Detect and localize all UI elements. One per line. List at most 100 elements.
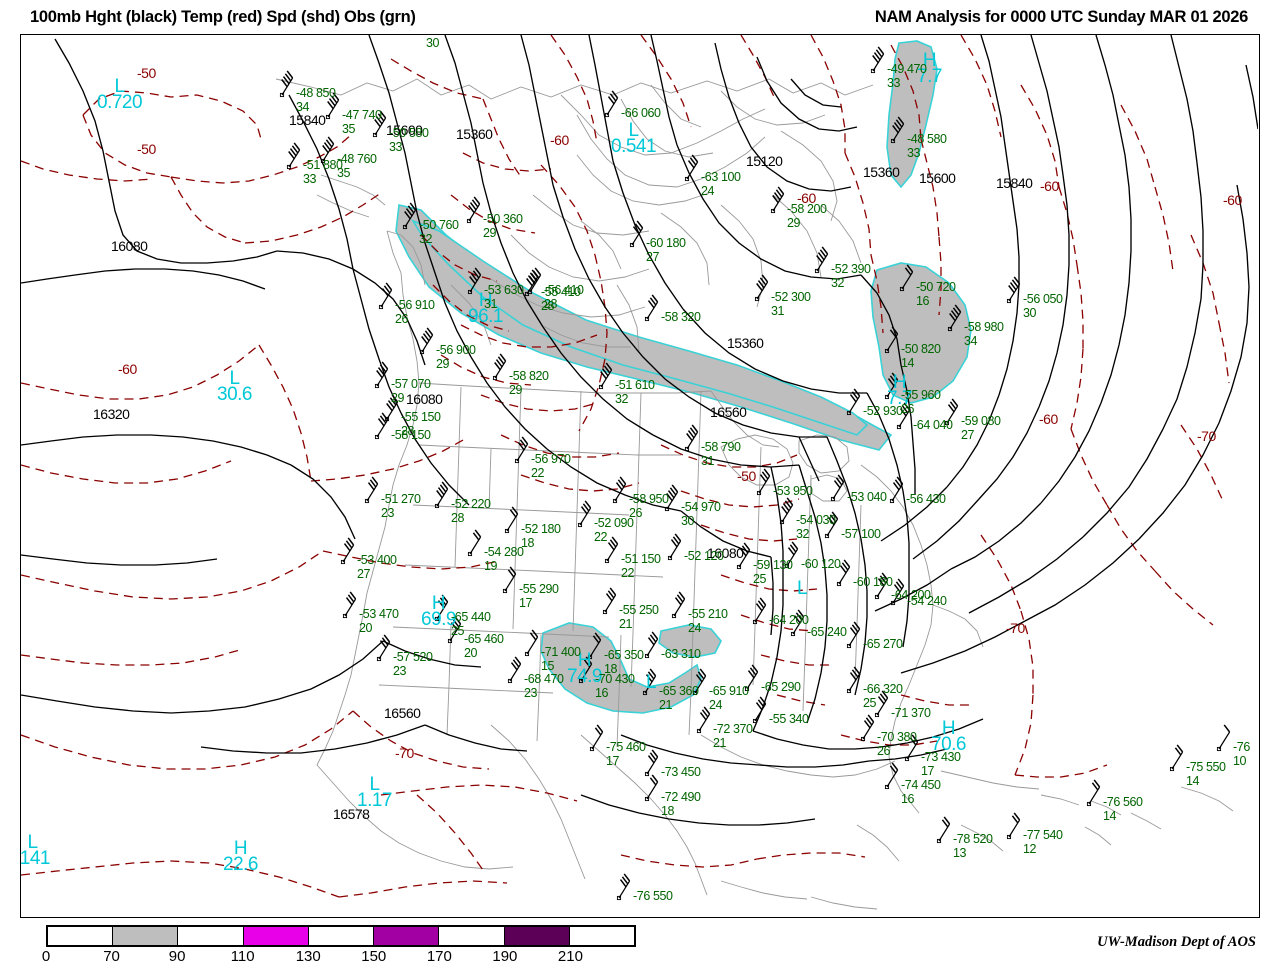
wind-barb: [770, 186, 785, 214]
map-panel[interactable]: 16080 16320 16080 16560 15840 15600 15360 15120…: [20, 34, 1260, 918]
wind-barb: [860, 714, 875, 742]
station-plot: -73 450: [661, 766, 701, 779]
temperature-contour-label: -70: [1197, 428, 1216, 444]
station-speed: 33: [907, 145, 921, 160]
station-plot: -64 200: [891, 589, 931, 602]
temperature-contour-label: -60: [797, 190, 816, 206]
pressure-center-low: L 0.541: [611, 121, 657, 156]
colorbar[interactable]: 0 70 90 110 130 150 170 190 210: [42, 925, 636, 965]
center-symbol: L: [27, 832, 38, 853]
wind-barb: [616, 873, 631, 901]
station-plot: -58 950 26: [629, 493, 669, 519]
wind-barb: [752, 597, 767, 625]
station-temp-height: -59 080: [961, 414, 1001, 428]
station-plot: -65 460 20: [464, 633, 504, 659]
center-symbol: L: [369, 774, 380, 795]
wind-barb: [504, 506, 519, 534]
center-symbol: L: [797, 578, 808, 599]
colorbar-segment: [113, 927, 179, 945]
station-temp-height: -52 390: [831, 262, 871, 276]
station-temp-height: -65 240: [807, 625, 847, 639]
wind-barb: [779, 497, 794, 525]
station-temp-height: -60 120: [801, 557, 841, 571]
station-speed: 32: [615, 391, 629, 406]
station-temp-height: -64 040: [913, 418, 953, 432]
station-speed: 23: [393, 663, 407, 678]
wind-barb: [342, 591, 357, 619]
station-temp-height: -53 400: [357, 553, 397, 567]
station-speed: 20: [464, 645, 478, 660]
colorbar-tick: 70: [103, 948, 120, 965]
station-temp-height: -65 290: [761, 680, 801, 694]
wind-barb: [664, 484, 679, 512]
temperature-contour-label: -60: [118, 361, 137, 377]
station-speed: 35: [337, 165, 351, 180]
center-symbol: H: [577, 650, 592, 671]
height-contour-label: 16080: [111, 238, 148, 254]
center-symbol: H: [892, 372, 907, 393]
station-plot: -54 240: [907, 595, 947, 608]
station-temp-height: -56 900: [436, 343, 476, 357]
station-temp-height: -53 040: [847, 490, 887, 504]
station-speed: 28: [451, 510, 465, 525]
wind-barb: [904, 734, 919, 762]
station-plot: -55 410 28: [541, 286, 581, 312]
station-temp-height: -52 220: [451, 497, 491, 511]
temperature-contour-layer: [21, 35, 1230, 898]
wind-barb: [752, 696, 767, 724]
center-symbol: H: [233, 838, 248, 859]
temperature-contour-label: -70: [1006, 620, 1025, 636]
colorbar-tick-labels: 0 70 90 110 130 150 170 190 210: [42, 947, 636, 969]
station-plot: -50 760 32: [419, 219, 459, 245]
station-speed: 22: [531, 465, 545, 480]
station-temp-height: -50 760: [419, 218, 459, 232]
temperature-contour-label: -60: [1040, 178, 1059, 194]
station-speed: 26: [395, 311, 409, 326]
temperature-contour-label: -60: [550, 132, 569, 148]
station-plot: -53 950: [773, 485, 813, 498]
station-temp-height: -58 980: [964, 320, 1004, 334]
wind-barb: [884, 326, 899, 354]
station-temp-height: -56 430: [906, 492, 946, 506]
temperature-contour-label: -60: [1223, 192, 1242, 208]
pressure-center-low: L: [797, 578, 808, 599]
wind-barb: [340, 537, 355, 565]
wind-barb: [692, 668, 707, 696]
station-temp-height: -57 070: [391, 377, 431, 391]
station-speed: 30: [426, 35, 440, 50]
station-plot: -48 580 33: [907, 133, 947, 159]
wind-barb: [286, 142, 301, 170]
temperature-contour-label: -60: [1039, 411, 1058, 427]
station-speed: 21: [713, 735, 727, 750]
station-plot: -53 400 27: [357, 554, 397, 580]
station-plot: -72 370 21: [713, 723, 753, 749]
station-plot: -55 290 17: [519, 583, 559, 609]
station-temp-height: -64 200: [769, 613, 809, 627]
station-speed: 16: [595, 685, 609, 700]
station-plot: -57 520 23: [393, 651, 433, 677]
wind-barb: [384, 394, 399, 422]
station-speed: 18: [661, 803, 675, 818]
station-speed: 27: [357, 566, 371, 581]
station-temp-height: -70 430: [595, 672, 635, 686]
station-plot: -55 960 26: [901, 389, 941, 415]
station-plot: -52 090 22: [594, 517, 634, 543]
station-plot: -74 450 16: [901, 779, 941, 805]
pressure-center-low: L.141: [21, 832, 50, 868]
station-speed: 32: [796, 526, 810, 541]
station-plot: -52 930: [863, 405, 903, 418]
temperature-contour-label: -70: [395, 745, 414, 761]
station-temp-height: -59 130: [753, 558, 793, 572]
station-temp-height: -56 970: [531, 452, 571, 466]
wind-barb: [1006, 812, 1021, 840]
height-contour-label: 16320: [93, 406, 130, 422]
station-temp-height: -48 580: [907, 132, 947, 146]
station-temp-height: -66 320: [863, 682, 903, 696]
wind-barb: [870, 46, 885, 74]
station-speed: 32: [831, 275, 845, 290]
station-plot: -78 520 13: [953, 833, 993, 859]
station-temp-height: -55 250: [619, 603, 659, 617]
wind-barb: [467, 267, 482, 295]
colorbar-segment: [504, 927, 570, 945]
station-speed: 27: [961, 427, 975, 442]
